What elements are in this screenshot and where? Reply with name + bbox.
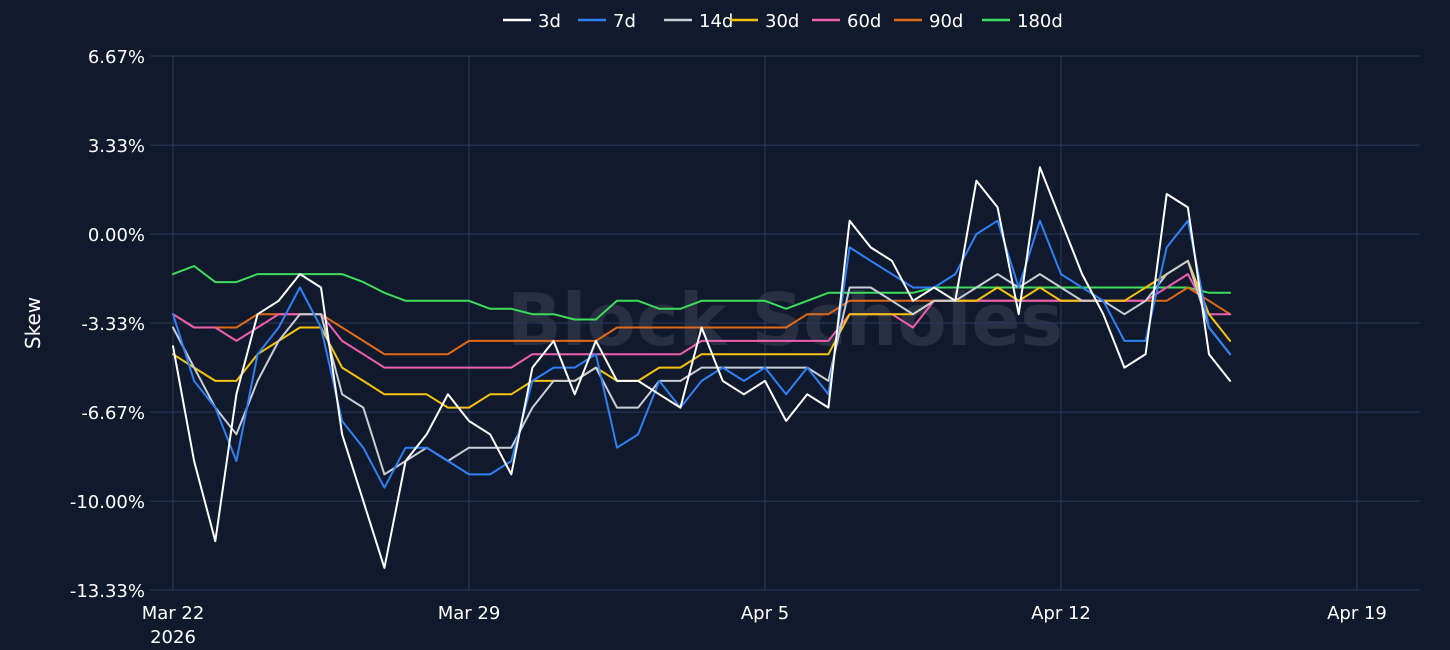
- legend-label-90d: 90d: [929, 11, 963, 32]
- series-line-30d: [172, 259, 1232, 409]
- y-tick-label: -6.67%: [81, 403, 145, 424]
- x-tick-label: Apr 12: [1031, 603, 1091, 624]
- y-tick-label: 0.00%: [88, 225, 145, 246]
- y-tick-label: -3.33%: [81, 314, 145, 335]
- legend: 3d 7d 14d 30d 60d 90d 180d: [503, 11, 1063, 32]
- y-tick-label: -13.33%: [70, 581, 145, 602]
- legend-label-180d: 180d: [1017, 11, 1063, 32]
- x-tick-label: Mar 29: [438, 603, 501, 624]
- y-tick-label: -10.00%: [70, 492, 145, 513]
- series-line-14d: [172, 259, 1232, 476]
- series-line-3d: [172, 166, 1232, 569]
- legend-label-3d: 3d: [538, 11, 561, 32]
- y-tick-label: 6.67%: [88, 47, 145, 68]
- series-line-7d: [172, 219, 1232, 489]
- y-axis-title: Skew: [21, 297, 45, 349]
- y-tick-label: 3.33%: [88, 136, 145, 157]
- x-year-label: 2026: [150, 627, 196, 648]
- series-line-60d: [172, 273, 1232, 369]
- series-line-180d: [172, 265, 1232, 321]
- x-axis-ticks: Mar 22 Mar 29 Apr 5 Apr 12 Apr 19 2026: [142, 603, 1387, 648]
- legend-label-60d: 60d: [847, 11, 881, 32]
- x-tick-label: Apr 5: [741, 603, 789, 624]
- series-lines: [172, 166, 1232, 569]
- x-tick-label: Apr 19: [1327, 603, 1387, 624]
- x-tick-label: Mar 22: [142, 603, 205, 624]
- legend-label-30d: 30d: [765, 11, 799, 32]
- y-axis-ticks: 6.67% 3.33% 0.00% -3.33% -6.67% -10.00% -13.33…: [70, 47, 145, 602]
- legend-label-7d: 7d: [613, 11, 636, 32]
- legend-label-14d: 14d: [699, 11, 733, 32]
